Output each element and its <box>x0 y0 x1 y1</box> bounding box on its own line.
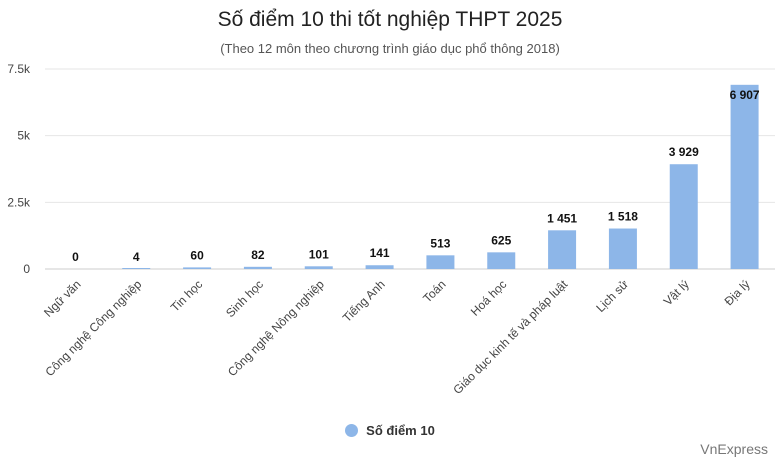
x-tick-label: Hoá học <box>468 277 510 319</box>
x-tick-label: Lịch sử <box>593 277 631 315</box>
y-tick-label: 0 <box>23 262 30 276</box>
x-tick-label: Địa lý <box>722 277 753 308</box>
data-labels: 0 4 60 82 101 141 513 625 1 451 1 518 3 929 6 907 <box>72 88 760 264</box>
x-tick-label: Giáo dục kinh tế và pháp luật <box>450 277 570 397</box>
data-label: 60 <box>190 248 204 262</box>
x-tick-label: Toán <box>420 277 448 305</box>
data-label: 625 <box>491 233 511 247</box>
y-tick-label: 7.5k <box>7 62 31 76</box>
y-tick-label: 2.5k <box>7 195 31 209</box>
bar <box>122 268 151 269</box>
grid-lines <box>45 68 775 270</box>
bar <box>365 265 394 269</box>
x-tick-label: Tin học <box>168 277 205 314</box>
data-label: 1 451 <box>547 211 577 225</box>
data-label: 3 929 <box>669 145 699 159</box>
data-label: 141 <box>370 246 390 260</box>
data-label: 0 <box>72 250 79 264</box>
source-credit: VnExpress <box>700 441 768 457</box>
bars <box>122 84 759 270</box>
x-tick-label: Ngữ văn <box>41 277 83 319</box>
bar <box>730 84 759 270</box>
legend[interactable]: Số điểm 10 <box>0 423 780 438</box>
legend-swatch <box>345 424 359 437</box>
legend-label: Số điểm 10 <box>366 423 435 438</box>
bar <box>487 252 516 269</box>
chart-title: Số điểm 10 thi tốt nghiệp THPT 2025 <box>217 8 563 31</box>
y-axis-ticks: 0 2.5k 5k 7.5k <box>7 62 31 276</box>
data-label: 6 907 <box>730 88 760 102</box>
data-label: 101 <box>309 247 329 261</box>
data-label: 82 <box>251 248 265 262</box>
bar <box>548 230 577 269</box>
data-label: 4 <box>133 250 140 264</box>
bar <box>183 267 212 269</box>
bar <box>426 255 455 269</box>
bar <box>243 266 272 269</box>
chart-subtitle: (Theo 12 môn theo chương trình giáo dục … <box>220 41 560 56</box>
bar <box>669 164 698 269</box>
x-tick-label: Vật lý <box>661 277 692 308</box>
x-tick-label: Tiếng Anh <box>340 277 388 325</box>
data-label: 513 <box>430 236 450 250</box>
bar <box>608 228 637 269</box>
bar <box>304 266 333 269</box>
x-tick-label: Sinh học <box>223 277 266 320</box>
y-tick-label: 5k <box>17 129 31 143</box>
data-label: 1 518 <box>608 210 638 224</box>
